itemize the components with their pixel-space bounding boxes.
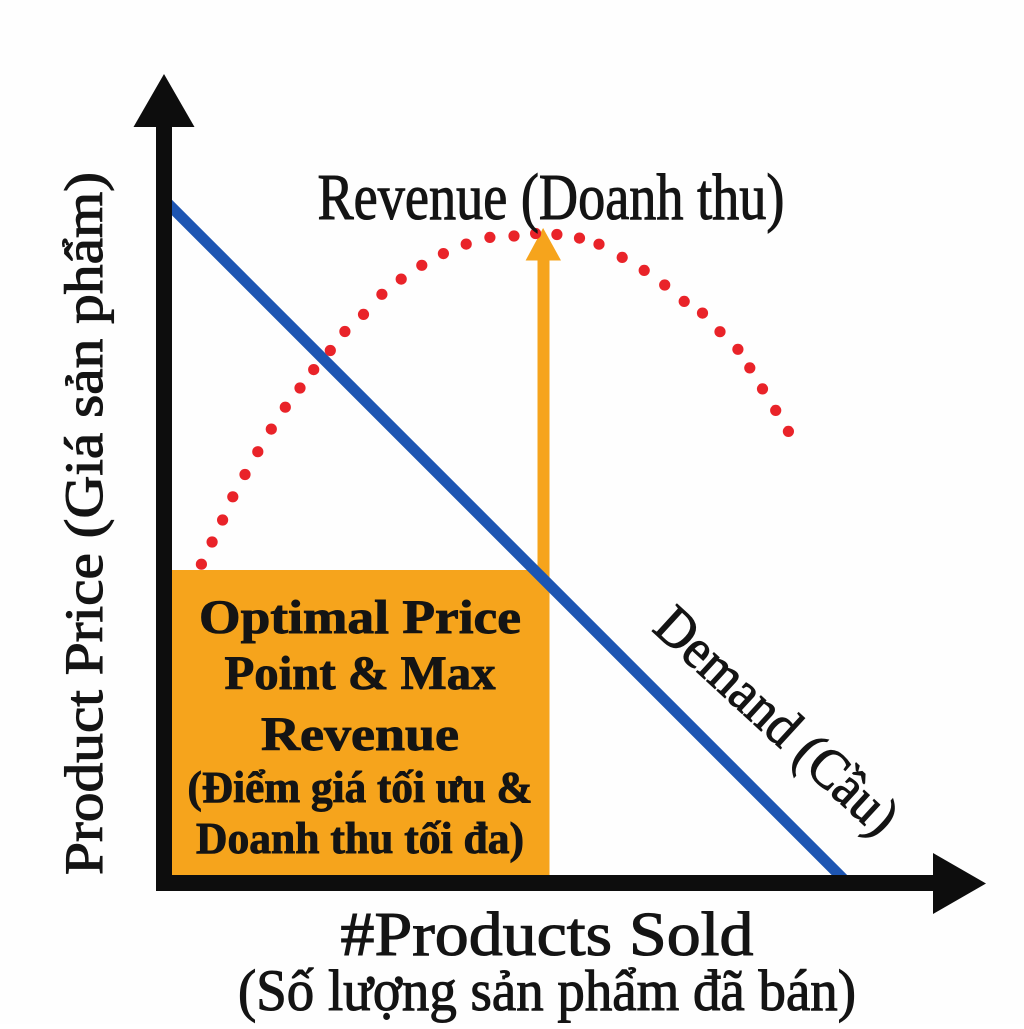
svg-text:(Số lượng sản phẩm đã bán): (Số lượng sản phẩm đã bán) xyxy=(238,958,856,1023)
svg-text:Revenue (Doanh thu): Revenue (Doanh thu) xyxy=(318,161,785,234)
svg-text:Optimal Price: Optimal Price xyxy=(199,591,521,644)
svg-text:Revenue: Revenue xyxy=(261,708,459,761)
svg-text:Point & Max: Point & Max xyxy=(225,647,496,700)
svg-text:Doanh thu tối đa): Doanh thu tối đa) xyxy=(196,814,524,863)
svg-text:#Products Sold: #Products Sold xyxy=(341,901,754,969)
svg-text:Product Price (Giá sản phẩm): Product Price (Giá sản phẩm) xyxy=(54,172,114,875)
svg-text:(Điểm giá tối ưu &: (Điểm giá tối ưu & xyxy=(188,763,533,812)
